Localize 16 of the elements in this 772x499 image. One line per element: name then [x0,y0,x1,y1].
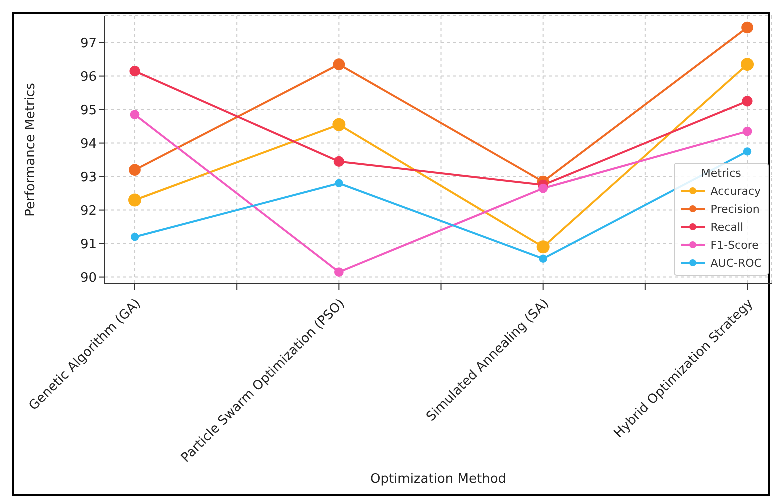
legend-title: Metrics [700,167,742,180]
legend-label: Accuracy [710,184,762,198]
y-tick-label: 96 [80,70,97,85]
y-tick-label: 97 [80,36,97,52]
y-tick-label: 94 [80,136,97,152]
y-tick-label: 95 [80,103,97,118]
y-axis-title: Performance Metrics [24,82,39,217]
y-tick-label: 93 [80,170,97,186]
legend-label: AUC-ROC [710,256,762,270]
legend-label: Recall [710,220,744,234]
x-axis-title: Optimization Method [370,472,507,487]
legend-label: F1-Score [710,238,759,252]
y-tick-label: 90 [80,270,97,286]
y-tick-label: 92 [80,204,97,219]
y-tick-label: 91 [80,237,97,252]
legend-label: Precision [710,202,760,216]
